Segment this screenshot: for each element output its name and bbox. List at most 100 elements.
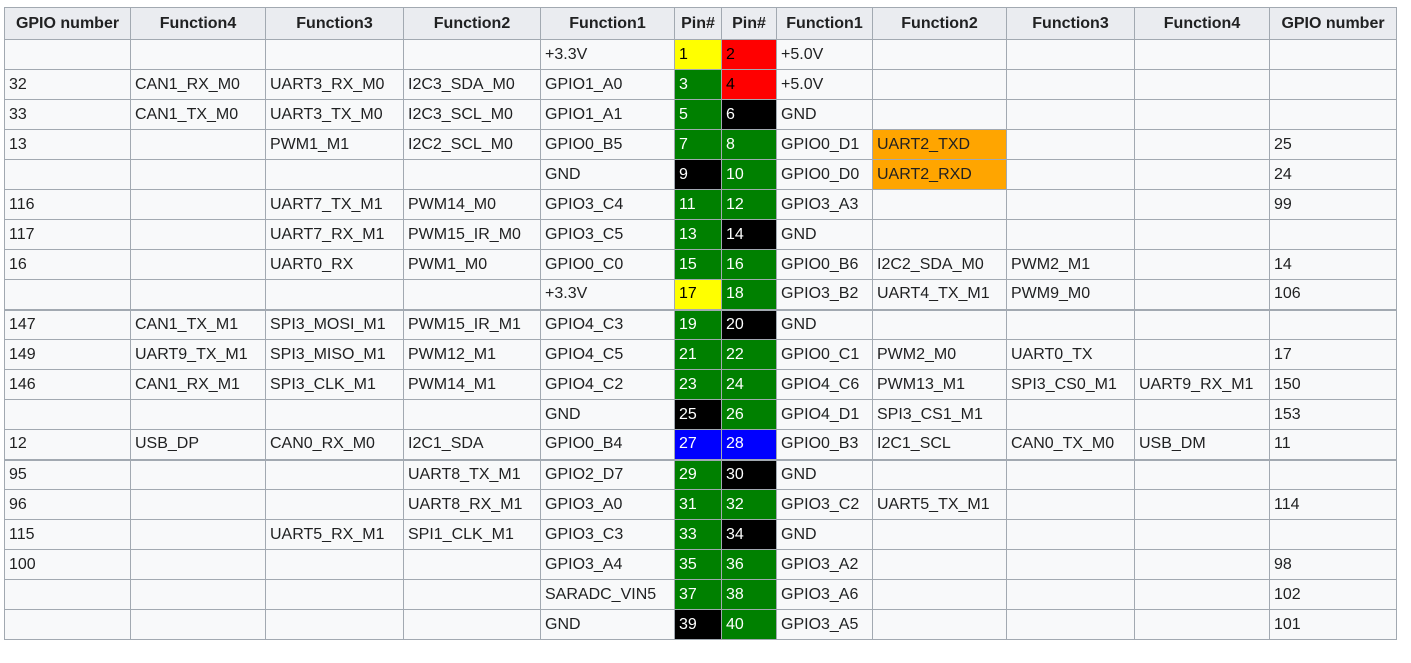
table-cell	[872, 579, 1007, 610]
table-cell	[1134, 519, 1270, 550]
table-row: +3.3V 17 18 GPIO3_B2 UART4_TX_M1 PWM9_M0 106	[4, 279, 1397, 310]
table-cell: PWM14_M0	[403, 189, 541, 220]
pin-cell: 37	[674, 579, 722, 610]
table-cell: 25	[1269, 129, 1397, 160]
table-cell	[872, 609, 1007, 640]
table-cell: UART8_RX_M1	[403, 489, 541, 520]
table-cell: GPIO3_A6	[776, 579, 873, 610]
table-cell	[872, 189, 1007, 220]
table-cell	[1134, 579, 1270, 610]
table-cell: PWM13_M1	[872, 369, 1007, 400]
pin-cell: 22	[721, 339, 777, 370]
table-row: SARADC_VIN5 37 38 GPIO3_A6 102	[4, 579, 1397, 610]
pin-cell: 35	[674, 549, 722, 580]
table-cell: 114	[1269, 489, 1397, 520]
table-cell	[1134, 189, 1270, 220]
pin-cell: 29	[674, 458, 722, 490]
pin-cell: 32	[721, 489, 777, 520]
table-cell: 24	[1269, 159, 1397, 190]
table-cell: UART2_RXD	[872, 159, 1007, 190]
pin-cell: 40	[721, 609, 777, 640]
table-cell: UART4_TX_M1	[872, 279, 1007, 310]
table-row: 95 UART8_TX_M1 GPIO2_D7 29 30 GND	[4, 458, 1397, 490]
table-cell: CAN0_TX_M0	[1006, 429, 1135, 460]
table-cell	[265, 39, 404, 70]
pin-cell: 7	[674, 129, 722, 160]
pin-cell: 16	[721, 249, 777, 280]
pin-cell: 39	[674, 609, 722, 640]
pin-cell: 27	[674, 429, 722, 460]
table-cell	[403, 159, 541, 190]
table-cell	[403, 579, 541, 610]
table-cell	[872, 219, 1007, 250]
table-cell	[4, 579, 131, 610]
header-cell: GPIO number	[4, 7, 131, 40]
table-cell: GPIO3_C4	[540, 189, 675, 220]
table-cell	[872, 69, 1007, 100]
header-cell: Function1	[776, 7, 873, 40]
table-cell	[4, 159, 131, 190]
table-row: 147 CAN1_TX_M1 SPI3_MOSI_M1 PWM15_IR_M1 GPIO…	[4, 308, 1397, 340]
table-row: 115 UART5_RX_M1 SPI1_CLK_M1 GPIO3_C3 33 34 GND	[4, 519, 1397, 550]
table-cell	[872, 308, 1007, 340]
table-cell	[265, 609, 404, 640]
table-cell: +3.3V	[540, 39, 675, 70]
table-cell	[130, 159, 266, 190]
pin-cell: 30	[721, 458, 777, 490]
table-row: 149 UART9_TX_M1 SPI3_MISO_M1 PWM12_M1 GPIO4_…	[4, 339, 1397, 370]
pin-cell: 24	[721, 369, 777, 400]
table-cell	[1006, 519, 1135, 550]
table-cell: UART8_TX_M1	[403, 458, 541, 490]
table-cell	[130, 39, 266, 70]
table-cell: GPIO3_A0	[540, 489, 675, 520]
table-cell: UART3_RX_M0	[265, 69, 404, 100]
table-cell	[1134, 279, 1270, 310]
table-cell: UART7_RX_M1	[265, 219, 404, 250]
header-cell: Function4	[1134, 7, 1270, 40]
table-cell	[130, 519, 266, 550]
table-row: 12 USB_DP CAN0_RX_M0 I2C1_SDA GPIO0_B4 27 28 GP…	[4, 429, 1397, 460]
table-cell	[1269, 219, 1397, 250]
table-cell	[1006, 458, 1135, 490]
table-cell	[403, 549, 541, 580]
table-cell	[872, 458, 1007, 490]
table-cell: GPIO0_B4	[540, 429, 675, 460]
header-cell: Pin#	[674, 7, 722, 40]
table-row: 16 UART0_RX PWM1_M0 GPIO0_C0 15 16 GPIO0_B6 I2C…	[4, 249, 1397, 280]
table-cell	[130, 189, 266, 220]
pin-cell: 18	[721, 279, 777, 310]
table-cell	[1134, 549, 1270, 580]
table-cell: UART0_TX	[1006, 339, 1135, 370]
table-cell: GPIO3_A2	[776, 549, 873, 580]
header-row: GPIO number Function4 Function3 Function…	[4, 7, 1397, 40]
table-cell: 153	[1269, 399, 1397, 430]
table-cell	[130, 609, 266, 640]
header-cell: Function1	[540, 7, 675, 40]
table-cell	[4, 399, 131, 430]
pin-cell: 1	[674, 39, 722, 70]
table-cell	[1134, 99, 1270, 130]
table-cell: 100	[4, 549, 131, 580]
table-cell: 12	[4, 429, 131, 460]
table-cell	[1269, 308, 1397, 340]
table-cell: GND	[540, 159, 675, 190]
table-cell: 117	[4, 219, 131, 250]
table-cell: CAN1_TX_M0	[130, 99, 266, 130]
table-cell: GPIO3_B2	[776, 279, 873, 310]
table-cell: I2C3_SCL_M0	[403, 99, 541, 130]
table-cell	[1134, 458, 1270, 490]
table-cell: 95	[4, 458, 131, 490]
table-cell	[4, 279, 131, 310]
table-cell: USB_DM	[1134, 429, 1270, 460]
table-cell	[265, 399, 404, 430]
table-cell	[403, 609, 541, 640]
pin-cell: 19	[674, 308, 722, 340]
pin-cell: 12	[721, 189, 777, 220]
pin-cell: 13	[674, 219, 722, 250]
table-cell	[1134, 249, 1270, 280]
table-cell	[4, 39, 131, 70]
table-cell: SPI1_CLK_M1	[403, 519, 541, 550]
table-cell	[1006, 189, 1135, 220]
table-cell	[1006, 609, 1135, 640]
table-cell: CAN1_RX_M0	[130, 69, 266, 100]
